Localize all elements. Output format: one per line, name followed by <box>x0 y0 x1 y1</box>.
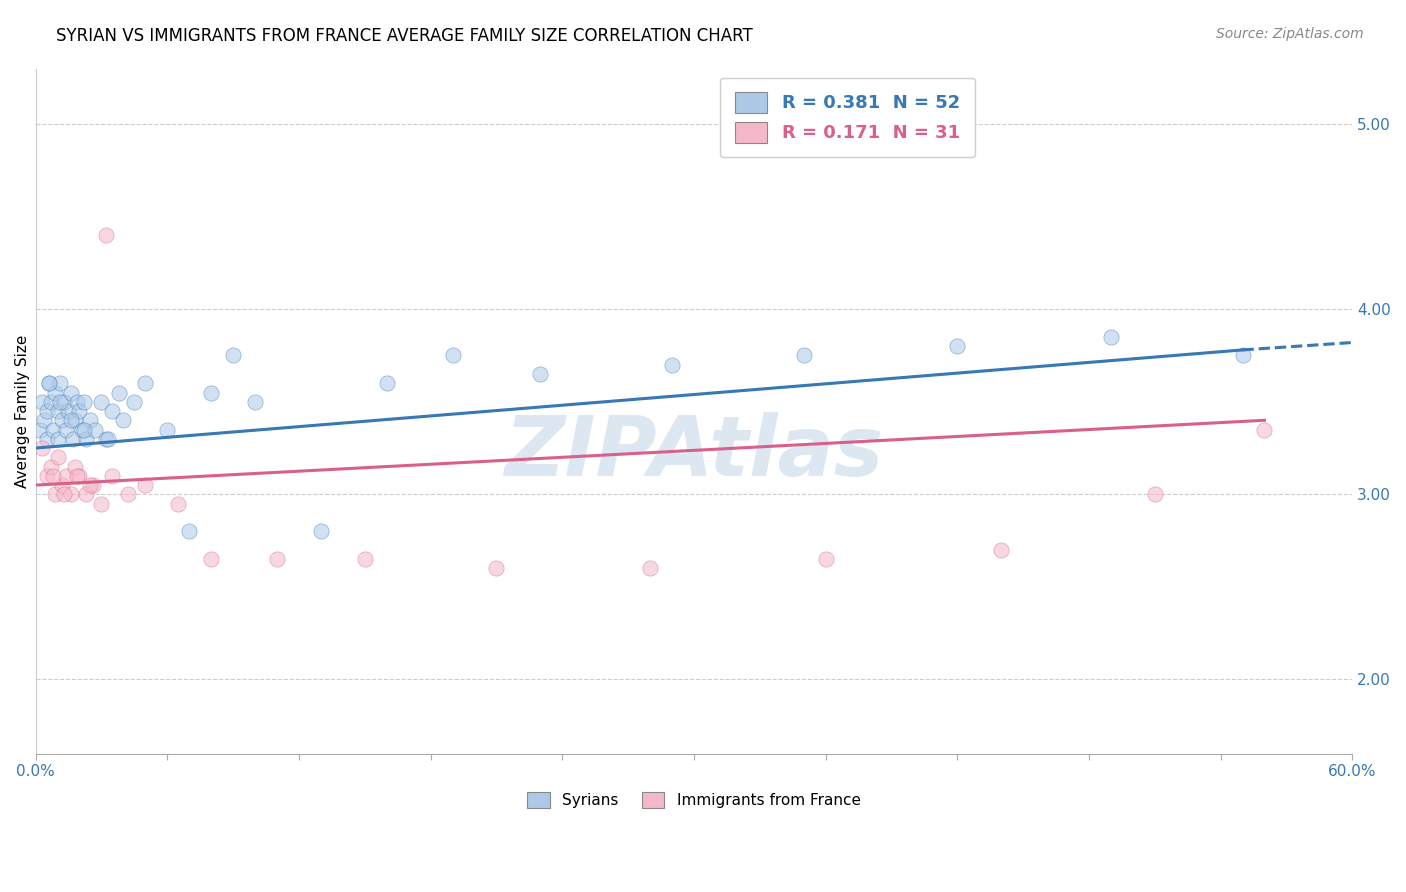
Point <box>75 432 97 446</box>
Point <box>59 487 82 501</box>
Point <box>1253 423 1275 437</box>
Point <box>62 432 84 446</box>
Point <box>1143 487 1166 501</box>
Point <box>55 423 77 437</box>
Point <box>58 404 80 418</box>
Point <box>134 376 156 391</box>
Point <box>990 542 1012 557</box>
Text: ZIPAtlas: ZIPAtlas <box>505 411 883 492</box>
Point <box>66 394 89 409</box>
Point <box>75 487 97 501</box>
Text: Source: ZipAtlas.com: Source: ZipAtlas.com <box>1216 27 1364 41</box>
Point <box>94 228 117 243</box>
Point <box>200 385 222 400</box>
Point <box>70 423 93 437</box>
Point <box>1099 330 1122 344</box>
Point <box>375 376 398 391</box>
Point <box>73 394 96 409</box>
Point <box>117 487 139 501</box>
Point <box>59 385 82 400</box>
Point <box>53 487 76 501</box>
Text: SYRIAN VS IMMIGRANTS FROM FRANCE AVERAGE FAMILY SIZE CORRELATION CHART: SYRIAN VS IMMIGRANTS FROM FRANCE AVERAGE… <box>56 27 754 45</box>
Point <box>34 413 56 427</box>
Point <box>51 478 73 492</box>
Point <box>94 432 117 446</box>
Point <box>63 459 86 474</box>
Point <box>46 432 69 446</box>
Point <box>243 394 266 409</box>
Point <box>167 497 190 511</box>
Point <box>90 497 112 511</box>
Point <box>134 478 156 492</box>
Point <box>1232 349 1254 363</box>
Point <box>101 404 124 418</box>
Point <box>112 413 135 427</box>
Point <box>353 552 375 566</box>
Point <box>28 423 51 437</box>
Point <box>101 468 124 483</box>
Point <box>156 423 179 437</box>
Point <box>48 394 70 409</box>
Point <box>38 376 60 391</box>
Point <box>53 394 76 409</box>
Point <box>35 468 58 483</box>
Point <box>79 413 101 427</box>
Point <box>46 450 69 465</box>
Point <box>59 413 82 427</box>
Point <box>441 349 464 363</box>
Point <box>31 441 53 455</box>
Point <box>309 524 332 539</box>
Point <box>90 394 112 409</box>
Point <box>222 349 245 363</box>
Point <box>55 468 77 483</box>
Point <box>31 394 53 409</box>
Point <box>46 404 69 418</box>
Point <box>661 358 683 372</box>
Point <box>108 385 131 400</box>
Y-axis label: Average Family Size: Average Family Size <box>15 334 30 488</box>
Point <box>39 394 62 409</box>
Point <box>42 423 65 437</box>
Legend: Syrians, Immigrants from France: Syrians, Immigrants from France <box>522 786 868 814</box>
Point <box>97 432 120 446</box>
Point <box>79 478 101 492</box>
Point <box>42 468 65 483</box>
Point <box>69 404 91 418</box>
Point <box>946 339 969 353</box>
Point <box>266 552 288 566</box>
Point <box>73 423 96 437</box>
Point <box>814 552 837 566</box>
Point <box>63 413 86 427</box>
Point <box>529 367 551 381</box>
Point <box>35 432 58 446</box>
Point <box>83 423 105 437</box>
Point <box>51 413 73 427</box>
Point <box>66 468 89 483</box>
Point <box>179 524 201 539</box>
Point <box>82 478 104 492</box>
Point <box>39 459 62 474</box>
Point <box>200 552 222 566</box>
Point <box>48 376 70 391</box>
Point <box>638 561 661 575</box>
Point <box>485 561 508 575</box>
Point <box>38 376 60 391</box>
Point <box>69 468 91 483</box>
Point <box>44 385 66 400</box>
Point <box>35 404 58 418</box>
Point <box>793 349 815 363</box>
Point <box>124 394 146 409</box>
Point <box>44 487 66 501</box>
